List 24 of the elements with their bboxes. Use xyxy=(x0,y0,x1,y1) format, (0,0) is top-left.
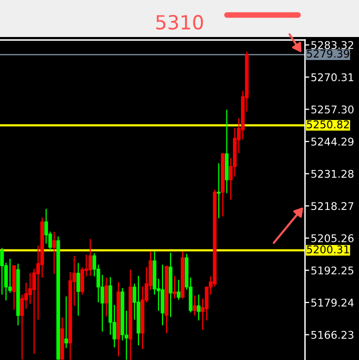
y-tick-label: 5205.26 xyxy=(311,234,354,242)
candlestick xyxy=(104,277,108,317)
y-tick-label: 5244.29 xyxy=(311,138,354,146)
candlestick xyxy=(196,294,200,321)
candlestick xyxy=(52,231,56,274)
candlestick xyxy=(76,262,80,316)
text: 5310 xyxy=(156,14,203,30)
y-tick-label: 5218.27 xyxy=(311,202,354,210)
y-tick-label: 5179.24 xyxy=(311,298,354,307)
y-tick-label: 5270.31 xyxy=(311,73,354,82)
y-tick-label: 5257.30 xyxy=(311,105,354,114)
candlestick xyxy=(64,296,68,349)
ref-line-label: 5279.39 xyxy=(307,50,350,58)
candlestick xyxy=(176,279,180,300)
candlestick xyxy=(192,295,196,316)
y-tick-label: 5283.32 xyxy=(311,41,354,50)
y-tick-label: 5192.25 xyxy=(311,266,354,274)
y-tick-label: 5166.23 xyxy=(311,330,354,339)
y-tick-label: 5231.28 xyxy=(311,170,354,178)
ref-line-label: 5250.82 xyxy=(307,120,349,128)
ref-line-label: 5200.31 xyxy=(307,245,349,254)
candlestick xyxy=(88,238,92,276)
candlestick xyxy=(160,264,164,326)
candlestick xyxy=(172,275,176,300)
